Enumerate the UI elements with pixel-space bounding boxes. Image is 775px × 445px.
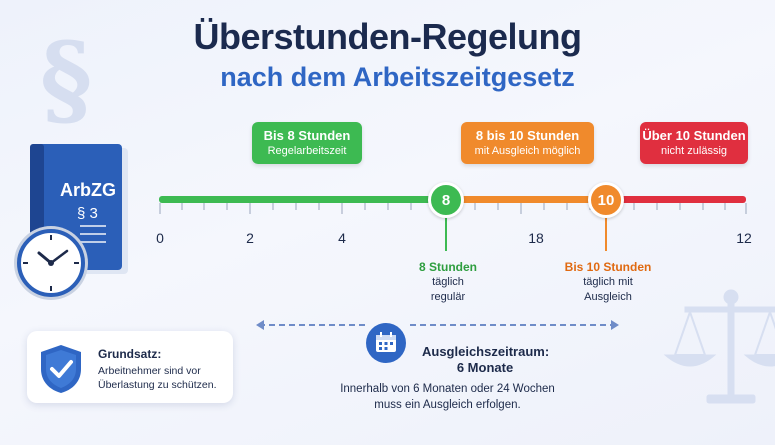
note-10-hours-line2: Ausgleich: [584, 291, 632, 303]
marker-line-10: [605, 217, 607, 251]
zone-label-regular-text: Regelarbeitszeit: [267, 145, 347, 157]
period-description: Innerhalb von 6 Monaten oder 24 Wochen m…: [340, 383, 555, 411]
book-title: ArbZG: [60, 180, 116, 200]
axis-label-0: 0: [156, 230, 164, 246]
zone-label-regular-title: Bis 8 Stunden: [263, 128, 351, 143]
calendar-icon: [366, 323, 406, 363]
timeline-segment-compensation: [446, 196, 606, 203]
note-8-hours-line1: täglich: [432, 276, 464, 288]
note-8-hours: 8 Stunden täglich regulär: [419, 259, 477, 305]
marker-8-hours: 8: [428, 182, 464, 218]
book-section: § 3: [77, 205, 98, 222]
note-10-hours-line1: täglich mit: [583, 276, 633, 288]
axis-label-4: 4: [338, 230, 346, 246]
period-value: 6 Monate: [456, 360, 514, 375]
principle-text: Arbeitnehmer sind vor Überlastung zu sch…: [98, 365, 217, 391]
note-10-hours: Bis 10 Stunden täglich mit Ausgleich: [565, 259, 652, 305]
zone-label-forbidden: Über 10 Stunden nicht zulässig: [640, 122, 748, 164]
zone-label-forbidden-text: nicht zulässig: [660, 145, 728, 157]
timeline-segment-forbidden: [606, 196, 746, 203]
zone-label-compensation-text: mit Ausgleich möglich: [474, 145, 581, 157]
paragraph-symbol-icon: §: [40, 20, 93, 138]
period-arrow-right: [410, 320, 619, 330]
note-10-hours-title: Bis 10 Stunden: [564, 260, 652, 274]
axis-label-2: 2: [246, 230, 254, 246]
zone-label-compensation-title: 8 bis 10 Stunden: [475, 128, 580, 143]
note-8-hours-line2: regulär: [430, 291, 466, 303]
shield-check-icon: [41, 345, 81, 393]
note-8-hours-title: 8 Stunden: [418, 260, 478, 274]
clock-icon: [14, 226, 88, 300]
axis-label-12: 12: [736, 230, 752, 246]
page-title: Überstunden-Regelung: [193, 16, 582, 57]
zone-label-regular: Bis 8 Stunden Regelarbeitszeit: [252, 122, 362, 164]
axis-label-18: 18: [528, 230, 544, 246]
justice-scale-icon: [663, 289, 775, 404]
marker-10-hours: 10: [588, 182, 624, 218]
page-subtitle: nach dem Arbeitszeitgesetz: [220, 62, 575, 92]
period-title: Ausgleichszeitraum:: [422, 344, 550, 359]
zone-label-compensation: 8 bis 10 Stunden mit Ausgleich möglich: [461, 122, 594, 164]
period-arrow-left: [256, 320, 367, 330]
zone-label-forbidden-title: Über 10 Stunden: [642, 128, 746, 143]
timeline-segment-regular: [159, 196, 445, 203]
principle-title: Grundsatz:: [98, 347, 162, 361]
marker-line-8: [445, 217, 447, 251]
